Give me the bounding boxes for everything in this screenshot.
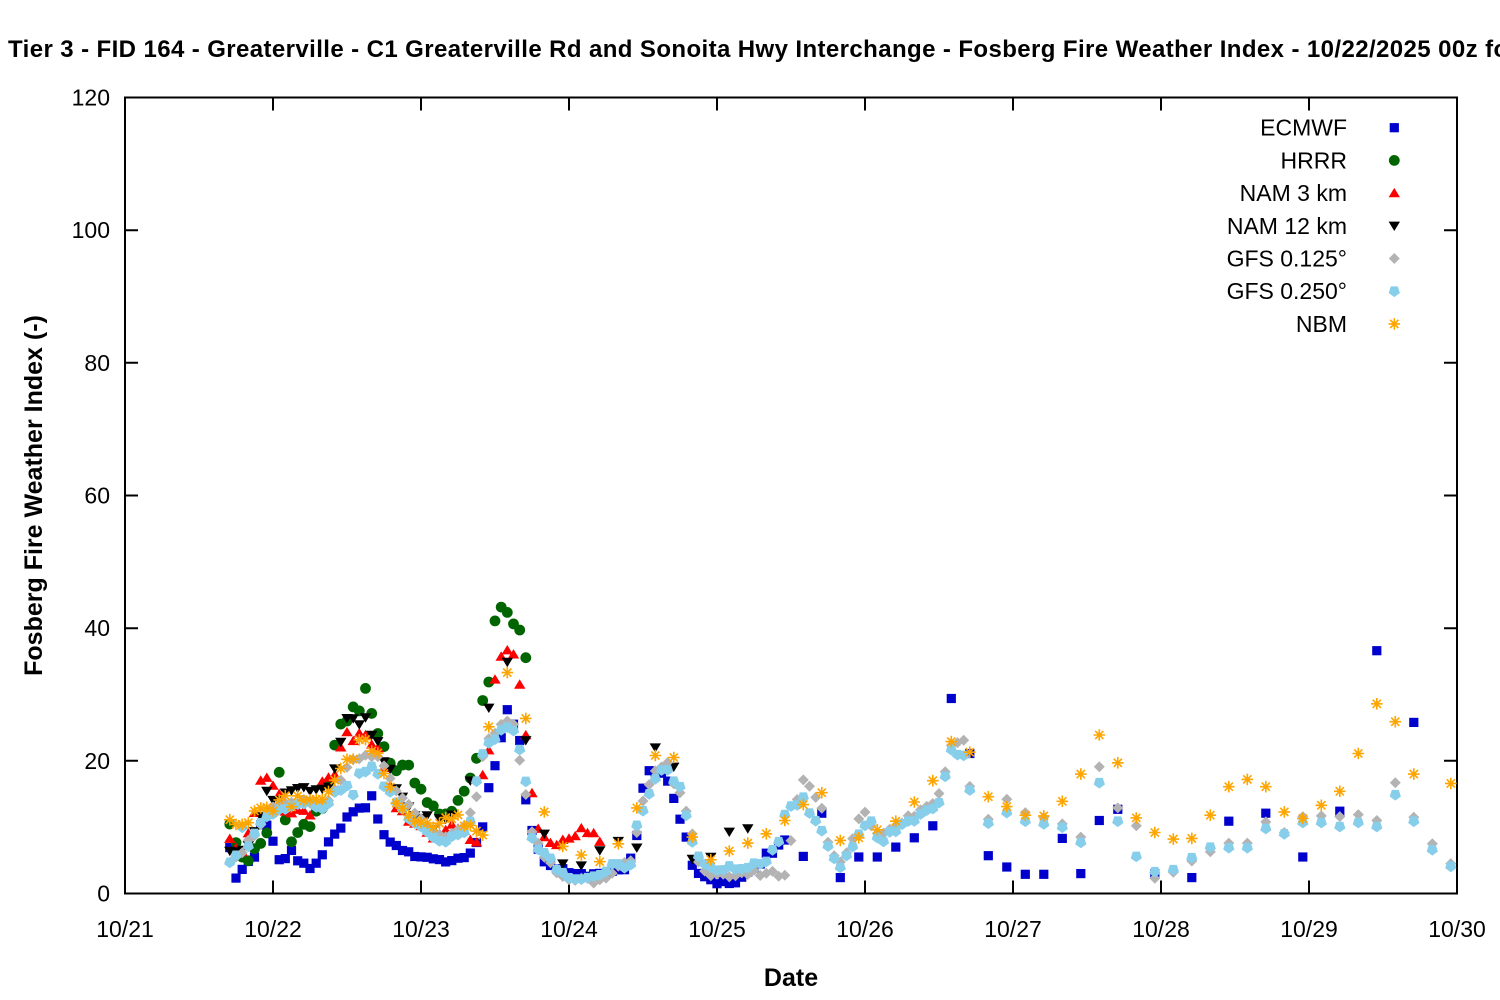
svg-text:0: 0 xyxy=(97,881,110,907)
svg-text:100: 100 xyxy=(72,217,110,243)
svg-text:NBM: NBM xyxy=(1296,311,1347,337)
svg-text:10/21: 10/21 xyxy=(96,916,154,942)
svg-text:10/22: 10/22 xyxy=(244,916,302,942)
svg-text:NAM 3 km: NAM 3 km xyxy=(1240,180,1347,206)
svg-text:GFS 0.125°: GFS 0.125° xyxy=(1227,246,1347,272)
svg-text:10/26: 10/26 xyxy=(836,916,894,942)
svg-text:10/25: 10/25 xyxy=(688,916,746,942)
svg-text:40: 40 xyxy=(84,615,110,641)
svg-text:NAM 12 km: NAM 12 km xyxy=(1227,213,1347,239)
svg-text:Tier 3 - FID 164 - Greatervill: Tier 3 - FID 164 - Greaterville - C1 Gre… xyxy=(8,36,1500,63)
svg-text:120: 120 xyxy=(72,85,110,111)
svg-text:10/23: 10/23 xyxy=(392,916,450,942)
svg-text:Date: Date xyxy=(764,964,818,992)
svg-text:Fosberg Fire Weather Index (-): Fosberg Fire Weather Index (-) xyxy=(20,315,48,676)
svg-text:20: 20 xyxy=(84,748,110,774)
svg-text:HRRR: HRRR xyxy=(1281,147,1347,173)
svg-text:10/29: 10/29 xyxy=(1280,916,1338,942)
svg-text:10/30: 10/30 xyxy=(1428,916,1486,942)
svg-text:10/27: 10/27 xyxy=(984,916,1042,942)
svg-text:ECMWF: ECMWF xyxy=(1260,115,1347,141)
svg-text:60: 60 xyxy=(84,483,110,509)
svg-text:GFS 0.250°: GFS 0.250° xyxy=(1227,278,1347,304)
svg-text:10/28: 10/28 xyxy=(1132,916,1190,942)
svg-text:80: 80 xyxy=(84,350,110,376)
svg-text:10/24: 10/24 xyxy=(540,916,598,942)
